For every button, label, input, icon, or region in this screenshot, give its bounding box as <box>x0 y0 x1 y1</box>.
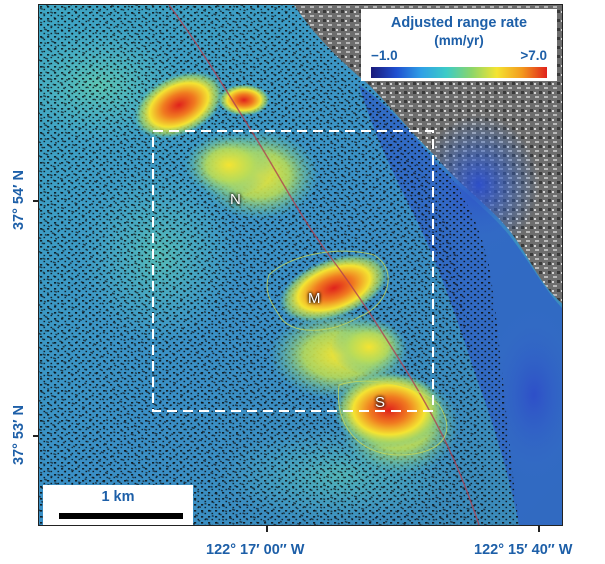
scale-bar: 1 km <box>43 485 193 525</box>
site-label-s: S <box>375 394 386 411</box>
legend-title: Adjusted range rate <box>390 15 528 31</box>
scale-bar-label: 1 km <box>101 489 135 505</box>
lat-tick-south <box>33 435 39 437</box>
hotspot-fault-north <box>218 84 270 116</box>
site-label-m: M <box>308 290 321 307</box>
colorbar-legend: Adjusted range rate (mm/yr) −1.0 >7.0 <box>361 9 557 81</box>
legend-colorbar <box>371 67 547 78</box>
lat-label-south: 37° 53′ N <box>11 404 27 466</box>
lat-tick-north <box>33 200 39 202</box>
warm-patch <box>331 319 407 375</box>
legend-unit: (mm/yr) <box>434 33 484 48</box>
hotspot-n <box>184 133 274 197</box>
fault-trace <box>168 5 480 525</box>
hotspot-m <box>278 253 390 323</box>
lat-label-north: 37° 54′ N <box>11 169 27 231</box>
lon-tick-west <box>266 526 268 532</box>
legend-max-label: >7.0 <box>520 48 547 63</box>
hotspot-northwest <box>133 71 225 139</box>
lon-label-east: 122° 15′ 40″ W <box>474 542 573 558</box>
map-canvas <box>39 5 562 525</box>
insar-map: N M S Adjusted range rate (mm/yr) −1.0 >… <box>38 4 563 526</box>
site-label-n: N <box>230 191 241 208</box>
lon-tick-east <box>538 526 540 532</box>
study-area-box <box>152 130 434 412</box>
scale-bar-line <box>59 513 183 519</box>
landslide-outline <box>337 380 448 456</box>
lon-label-west: 122° 17′ 00″ W <box>206 542 305 558</box>
landslide-outline <box>266 250 389 331</box>
legend-min-label: −1.0 <box>371 48 398 63</box>
